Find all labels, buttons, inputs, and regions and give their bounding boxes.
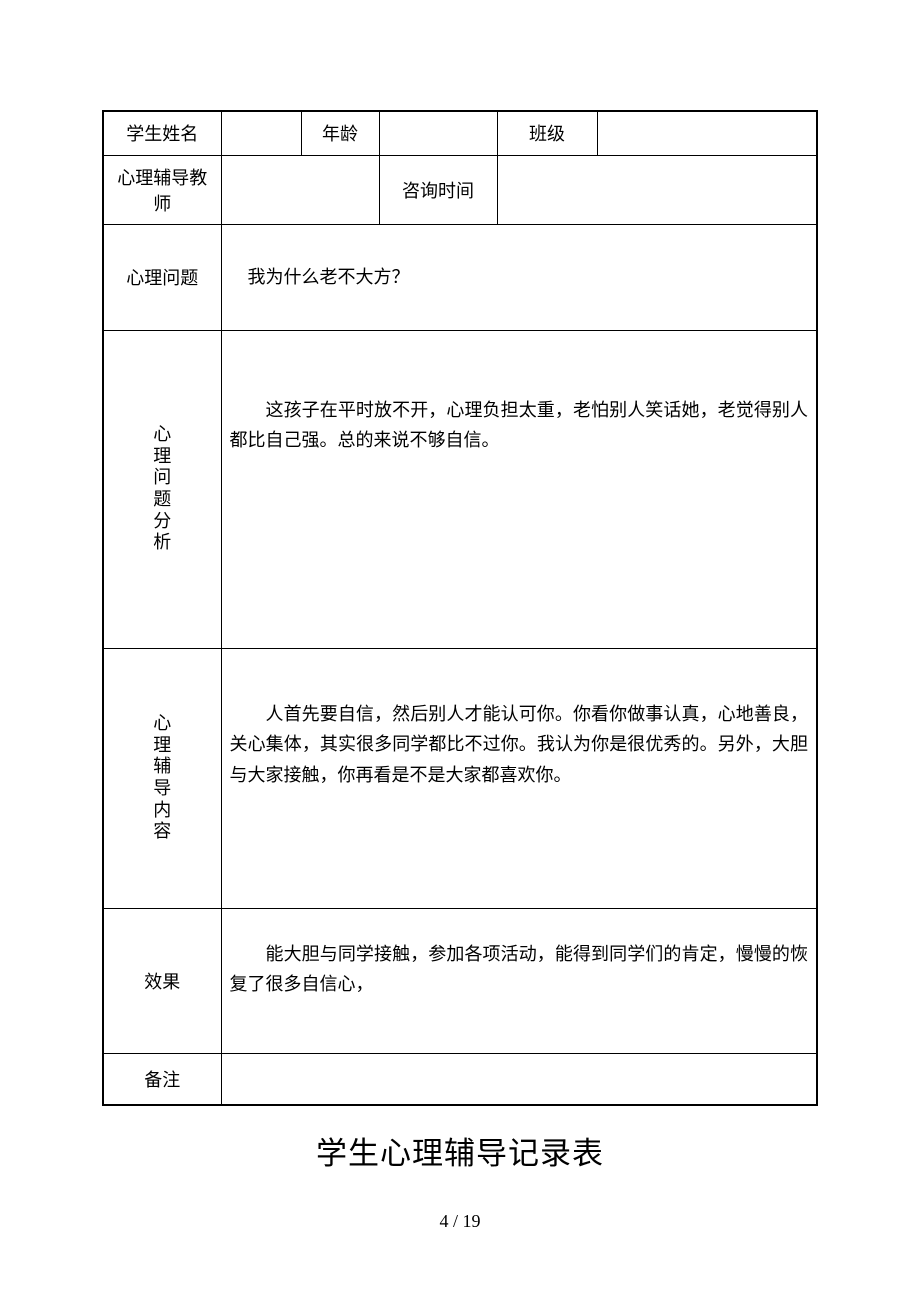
age-label: 年龄 [301, 111, 379, 155]
guidance-char-1: 理 [112, 735, 213, 757]
guidance-text: 人首先要自信，然后别人才能认可你。你看你做事认真，心地善良，关心集体，其实很多同… [230, 699, 809, 791]
guidance-content: 人首先要自信，然后别人才能认可你。你看你做事认真，心地善良，关心集体，其实很多同… [221, 648, 817, 908]
row-student-info: 学生姓名 年龄 班级 [103, 111, 817, 155]
analysis-char-2: 问 [112, 467, 213, 489]
question-label: 心理问题 [103, 224, 221, 330]
analysis-content: 这孩子在平时放不开，心理负担太重，老怕别人笑话她，老觉得别人都比自己强。总的来说… [221, 330, 817, 648]
teacher-label: 心理辅导教师 [103, 155, 221, 224]
student-name-value [221, 111, 301, 155]
guidance-char-0: 心 [112, 713, 213, 735]
result-label: 效果 [103, 908, 221, 1053]
note-label: 备注 [103, 1053, 221, 1105]
guidance-label-text: 心 理 辅 导 内 容 [112, 713, 213, 843]
row-analysis: 心 理 问 题 分 析 这孩子在平时放不开，心理负担太重，老怕别人笑话她，老觉得… [103, 330, 817, 648]
guidance-label: 心 理 辅 导 内 容 [103, 648, 221, 908]
analysis-char-5: 析 [112, 532, 213, 554]
row-question: 心理问题 我为什么老不大方？ [103, 224, 817, 330]
analysis-char-0: 心 [112, 424, 213, 446]
page-number: 4 / 19 [0, 1211, 920, 1232]
analysis-text: 这孩子在平时放不开，心理负担太重，老怕别人笑话她，老觉得别人都比自己强。总的来说… [230, 395, 809, 456]
row-guidance: 心 理 辅 导 内 容 人首先要自信，然后别人才能认可你。你看你做事认真，心地善… [103, 648, 817, 908]
guidance-char-5: 容 [112, 821, 213, 843]
analysis-label: 心 理 问 题 分 析 [103, 330, 221, 648]
row-teacher-info: 心理辅导教师 咨询时间 [103, 155, 817, 224]
row-note: 备注 [103, 1053, 817, 1105]
analysis-char-4: 分 [112, 511, 213, 533]
teacher-value [221, 155, 379, 224]
guidance-char-3: 导 [112, 778, 213, 800]
consult-time-value [497, 155, 817, 224]
result-text: 能大胆与同学接触，参加各项活动，能得到同学们的肯定，慢慢的恢复了很多自信心， [230, 939, 809, 1000]
analysis-char-3: 题 [112, 489, 213, 511]
guidance-char-2: 辅 [112, 756, 213, 778]
page-title: 学生心理辅导记录表 [102, 1128, 818, 1173]
consult-time-label: 咨询时间 [379, 155, 497, 224]
class-value [597, 111, 817, 155]
row-result: 效果 能大胆与同学接触，参加各项活动，能得到同学们的肯定，慢慢的恢复了很多自信心… [103, 908, 817, 1053]
age-value [379, 111, 497, 155]
question-content: 我为什么老不大方？ [221, 224, 817, 330]
question-text: 我为什么老不大方？ [230, 262, 809, 293]
analysis-char-1: 理 [112, 446, 213, 468]
result-content: 能大胆与同学接触，参加各项活动，能得到同学们的肯定，慢慢的恢复了很多自信心， [221, 908, 817, 1053]
student-name-label: 学生姓名 [103, 111, 221, 155]
page-container: 学生姓名 年龄 班级 心理辅导教师 咨询时间 心理问题 我为什么老不大方？ 心 … [0, 0, 920, 1173]
guidance-char-4: 内 [112, 800, 213, 822]
analysis-label-text: 心 理 问 题 分 析 [112, 424, 213, 554]
counseling-form-table: 学生姓名 年龄 班级 心理辅导教师 咨询时间 心理问题 我为什么老不大方？ 心 … [102, 110, 818, 1106]
class-label: 班级 [497, 111, 597, 155]
note-content [221, 1053, 817, 1105]
